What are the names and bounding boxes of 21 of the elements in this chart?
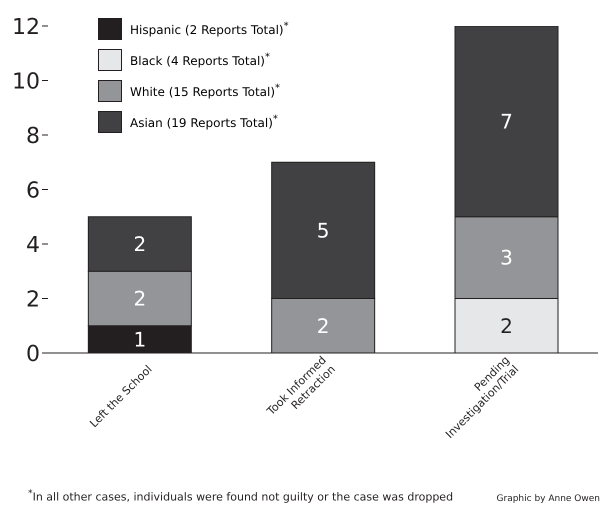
text: Graphic by Anne Owen [496,494,600,504]
data-label: 2 [133,286,146,310]
y-tick-label: 12 [12,14,40,40]
data-label: 2 [500,314,513,338]
y-tick-label: 8 [26,124,40,149]
data-label: 1 [133,327,146,352]
data-label: 7 [500,109,513,134]
legend-label: Asian (19 Reports Total)$^{*}$ [130,114,278,130]
data-label: 2 [133,232,146,256]
data-label: 3 [500,246,513,270]
legend-label: Black (4 Reports Total)$^{*}$ [130,52,270,68]
text: $^{*}$In all other cases, individuals were found not guilty or the case was dropped [28,488,454,504]
y-tick-label: 0 [26,342,40,367]
legend-label: White (15 Reports Total)$^{*}$ [130,83,280,99]
y-tick-label: 6 [26,178,40,204]
y-tick-label: 2 [26,287,40,312]
legend-label: Hispanic (2 Reports Total)$^{*}$ [130,21,289,37]
y-tick-label: 4 [26,232,40,258]
y-tick-label: 10 [12,69,40,94]
data-label: 5 [316,218,330,242]
data-label: 2 [316,314,330,338]
